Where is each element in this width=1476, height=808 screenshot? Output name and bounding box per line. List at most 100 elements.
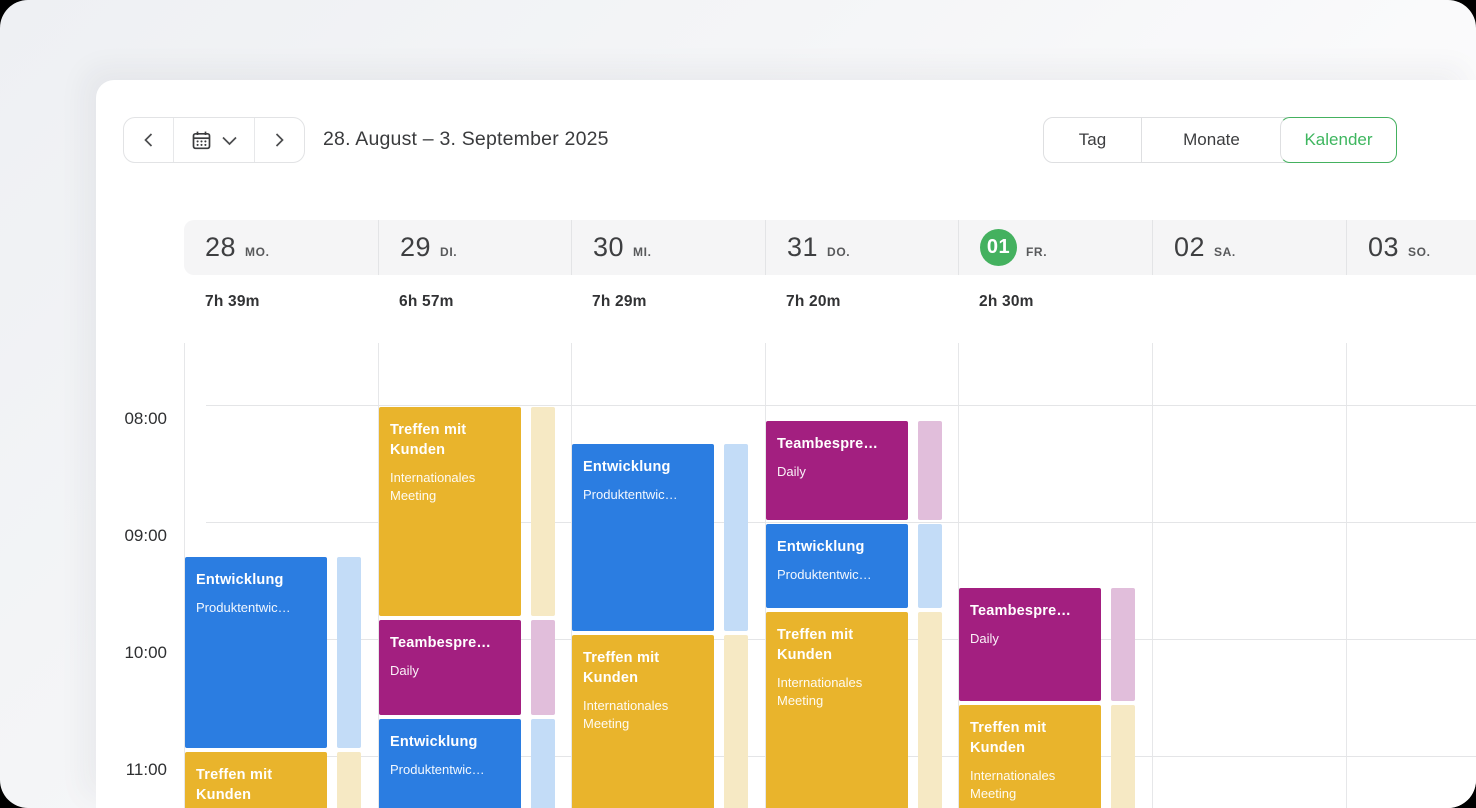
day-weekday-label: SO. <box>1408 245 1431 259</box>
event-title: Treffen mit Kunden <box>390 421 467 458</box>
date-navigation-group <box>123 117 305 163</box>
event-subtitle: Produktentwic… <box>196 600 291 616</box>
event-title: Teambespre… <box>390 634 492 651</box>
event-subtitle: Daily <box>390 662 419 678</box>
view-button-tag[interactable]: Tag <box>1044 118 1141 162</box>
date-range-title: 28. August – 3. September 2025 <box>323 128 609 150</box>
calendar-event[interactable]: Entwicklung Produktentwic… <box>185 557 327 749</box>
event-side-strip <box>918 523 942 608</box>
calendar-event[interactable]: Treffen mit Kunden <box>185 752 327 808</box>
day-number: 03 <box>1368 232 1400 262</box>
event-title: Teambespre… <box>777 435 879 452</box>
calendar-event[interactable]: Teambespre… Daily <box>766 420 908 521</box>
calendar-event[interactable]: Treffen mit Kunden Internationales Meetin… <box>766 611 908 808</box>
event-title: Treffen mit Kunden <box>196 767 273 804</box>
day-header-cell-30[interactable]: 30 MI. <box>571 220 765 275</box>
event-subtitle: Produktentwic… <box>390 761 485 777</box>
day-total-hours: 6h 57m <box>399 293 454 310</box>
event-side-strip <box>531 619 555 716</box>
day-total-hours: 7h 29m <box>592 293 647 310</box>
day-weekday-label: DI. <box>440 245 458 259</box>
event-title: Treffen mit Kunden <box>970 720 1047 757</box>
event-side-strip <box>337 752 361 808</box>
event-subtitle: Daily <box>970 631 999 647</box>
event-subtitle: Internationales Meeting <box>583 698 669 732</box>
event-title: Teambespre… <box>970 603 1072 620</box>
day-header-cell-03[interactable]: 03 SO. <box>1346 220 1476 275</box>
calendar-icon <box>191 130 212 151</box>
day-number: 28 <box>205 232 237 262</box>
day-number: 02 <box>1174 232 1206 262</box>
day-number: 01 <box>986 236 1011 258</box>
day-header-cell-01[interactable]: 01 FR. <box>958 220 1152 275</box>
event-subtitle: Internationales Meeting <box>390 469 476 503</box>
calendar-event[interactable]: Treffen mit Kunden Internationales Meetin… <box>572 635 714 808</box>
time-label: 11:00 <box>125 760 167 779</box>
event-title: Entwicklung <box>196 572 284 589</box>
chevron-left-icon <box>142 132 155 148</box>
week-grid: 08:00 09:00 10:00 11:00 Entwicklung Produkten… <box>0 343 1476 808</box>
event-subtitle: Internationales Meeting <box>970 768 1056 802</box>
event-side-strip <box>918 420 942 521</box>
day-weekday-label: SA. <box>1214 245 1236 259</box>
event-title: Entwicklung <box>583 459 671 475</box>
grid-line-vertical <box>765 343 766 808</box>
grid-line-horizontal <box>206 405 1476 406</box>
chevron-down-icon <box>221 135 238 146</box>
event-side-strip <box>1111 705 1135 808</box>
day-header-cell-28[interactable]: 28 MO. <box>184 220 378 275</box>
grid-line-vertical <box>184 343 185 808</box>
day-total-hours: 7h 39m <box>205 293 260 310</box>
time-label: 09:00 <box>124 526 167 545</box>
event-side-strip <box>531 718 555 808</box>
grid-line-vertical <box>1152 343 1153 808</box>
event-title: Entwicklung <box>390 733 478 750</box>
event-side-strip <box>337 557 361 749</box>
day-weekday-label: DO. <box>827 245 851 259</box>
grid-line-vertical <box>378 343 379 808</box>
event-side-strip <box>531 406 555 616</box>
day-number: 30 <box>593 232 625 262</box>
grid-line-vertical <box>571 343 572 808</box>
grid-line-vertical <box>1346 343 1347 808</box>
event-subtitle: Produktentwic… <box>583 487 678 502</box>
day-number: 29 <box>400 232 432 262</box>
calendar-event[interactable]: Teambespre… Daily <box>379 619 521 716</box>
day-total-hours: 2h 30m <box>979 293 1034 310</box>
calendar-event[interactable]: Teambespre… Daily <box>959 588 1101 702</box>
day-weekday-label: MO. <box>245 245 270 259</box>
event-side-strip <box>724 635 748 808</box>
previous-week-button[interactable] <box>124 118 173 162</box>
calendar-event[interactable]: Entwicklung Produktentwic… <box>572 444 714 632</box>
day-number: 31 <box>787 232 819 262</box>
today-badge: 01 <box>980 229 1017 266</box>
event-title: Treffen mit Kunden <box>777 626 854 663</box>
calendar-event[interactable]: Treffen mit Kunden Internationales Meetin… <box>379 406 521 616</box>
event-title: Entwicklung <box>777 538 865 555</box>
time-label: 08:00 <box>124 409 167 428</box>
event-side-strip <box>724 444 748 632</box>
time-label: 10:00 <box>124 643 167 662</box>
view-button-kalender[interactable]: Kalender <box>1280 117 1397 163</box>
event-side-strip <box>918 611 942 808</box>
view-button-monate[interactable]: Monate <box>1141 118 1281 162</box>
calendar-event[interactable]: Entwicklung Produktentwic… <box>379 718 521 808</box>
day-total-hours: 7h 20m <box>786 293 841 310</box>
day-weekday-label: FR. <box>1026 245 1048 259</box>
event-subtitle: Internationales Meeting <box>777 674 863 708</box>
day-header-cell-02[interactable]: 02 SA. <box>1152 220 1346 275</box>
event-subtitle: Produktentwic… <box>777 566 872 582</box>
chevron-right-icon <box>273 132 286 148</box>
event-side-strip <box>1111 588 1135 702</box>
day-header-row: 28 MO. 29 DI. 30 MI. 31 DO. 01 FR. 02 SA. 03 SO. <box>184 220 1476 275</box>
next-week-button[interactable] <box>254 118 304 162</box>
day-header-cell-31[interactable]: 31 DO. <box>765 220 958 275</box>
day-weekday-label: MI. <box>633 245 652 259</box>
grid-line-vertical <box>958 343 959 808</box>
calendar-event[interactable]: Treffen mit Kunden Internationales Meetin… <box>959 705 1101 808</box>
date-picker-button[interactable] <box>173 118 254 162</box>
grid-line-horizontal <box>206 522 1476 523</box>
calendar-event[interactable]: Entwicklung Produktentwic… <box>766 523 908 608</box>
day-header-cell-29[interactable]: 29 DI. <box>378 220 571 275</box>
